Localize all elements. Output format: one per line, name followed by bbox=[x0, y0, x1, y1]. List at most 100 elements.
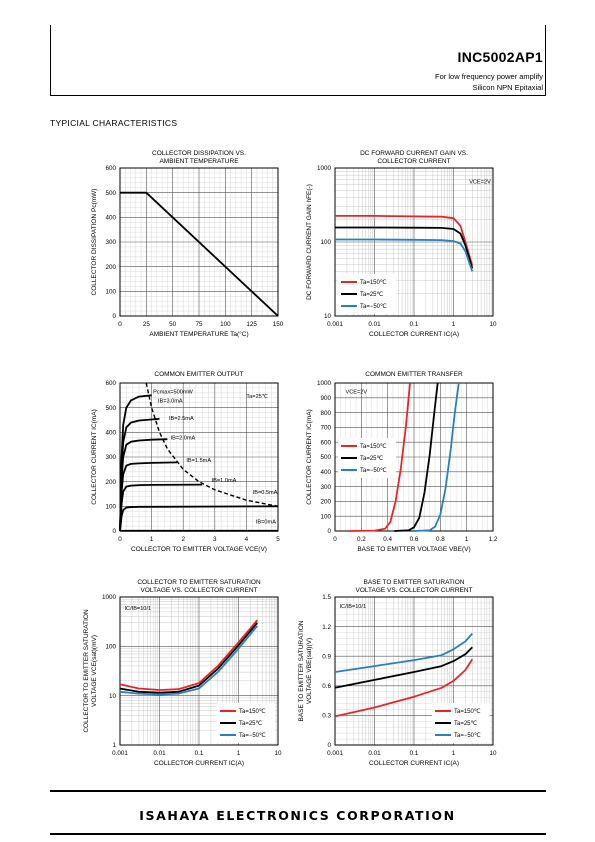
chart-annotation: IB=0mA bbox=[256, 520, 276, 526]
frame-left-line bbox=[50, 25, 51, 95]
legend-label: Ta=−50℃ bbox=[454, 733, 481, 739]
y-tick-label: 1000 bbox=[317, 380, 332, 387]
chart-annotation: IC/IB=10/1 bbox=[125, 606, 152, 612]
y-tick-label: 0 bbox=[327, 742, 331, 749]
plot-frame bbox=[334, 167, 494, 317]
x-tick-label: 0.01 bbox=[153, 750, 166, 757]
chart-annotation: IC/IB=10/1 bbox=[340, 604, 367, 610]
x-tick-label: 0.2 bbox=[357, 536, 366, 543]
legend-label: Ta=−50℃ bbox=[360, 304, 387, 310]
y-tick-label: 10 bbox=[109, 693, 117, 700]
x-tick-label: 2 bbox=[181, 536, 185, 543]
plot-frame bbox=[334, 596, 494, 746]
chart-title: BASE TO EMITTER SATURATION bbox=[363, 579, 464, 586]
y-tick-label: 100 bbox=[105, 289, 116, 296]
x-tick-label: 0 bbox=[118, 536, 122, 543]
y-tick-label: 400 bbox=[105, 215, 116, 222]
footer-top-rule bbox=[50, 790, 546, 792]
y-tick-label: 500 bbox=[320, 454, 331, 461]
y-axis-label: DC FORWARD CURRENT GAIN hFE(-) bbox=[306, 184, 313, 300]
y-tick-label: 0.9 bbox=[322, 653, 331, 660]
part-number: INC5002AP1 bbox=[457, 49, 543, 65]
chart-title: COMMON EMITTER OUTPUT bbox=[154, 371, 243, 378]
chart-annotation: VCE=2V bbox=[346, 389, 368, 395]
chart-common-emitter-transfer: 0 0.2 0.4 0.6 0.8 1 1.2 0 100 200 300 400 500 600 700 8… bbox=[306, 371, 498, 553]
y-tick-label: 300 bbox=[105, 239, 116, 246]
chart-title: COLLECTOR TO EMITTER SATURATION bbox=[137, 579, 261, 586]
x-tick-label: 0.001 bbox=[327, 321, 343, 328]
chart-title: VOLTAGE VS. COLLECTOR CURRENT bbox=[355, 587, 472, 594]
series-line bbox=[119, 622, 258, 694]
plot-frame bbox=[119, 167, 279, 317]
y-tick-label: 700 bbox=[320, 425, 331, 432]
series-line bbox=[119, 461, 177, 532]
series-line bbox=[334, 658, 474, 718]
y-tick-label: 0 bbox=[112, 528, 116, 535]
x-tick-label: 1 bbox=[452, 750, 456, 757]
y-axis-label: COLLECTOR DISSIPATION Pc(mW) bbox=[91, 189, 98, 296]
series-line bbox=[119, 483, 203, 532]
y-axis-label: VOLTAGE VCE(sat)(mV) bbox=[91, 635, 98, 707]
x-tick-label: 3 bbox=[213, 536, 217, 543]
x-tick-label: 100 bbox=[220, 321, 231, 328]
x-tick-label: 0.001 bbox=[112, 750, 128, 757]
x-axis-label: COLLECTOR CURRENT IC(A) bbox=[369, 331, 459, 338]
x-tick-label: 150 bbox=[273, 321, 284, 328]
chart-title: COLLECTOR CURRENT bbox=[377, 158, 450, 165]
y-tick-label: 1000 bbox=[317, 165, 332, 172]
y-axis-label: COLLECTOR CURRENT IC(mA) bbox=[306, 409, 313, 504]
x-tick-label: 1 bbox=[465, 536, 469, 543]
chart-common-emitter-output: 0 1 2 3 4 5 0 100 200 300 400 500 600 COMMON EMITTER … bbox=[91, 371, 280, 553]
x-tick-label: 0.4 bbox=[383, 536, 392, 543]
x-tick-label: 4 bbox=[245, 536, 249, 543]
chart-annotation: VCE=2V bbox=[469, 179, 491, 185]
x-tick-label: 0.1 bbox=[410, 321, 419, 328]
y-tick-label: 200 bbox=[105, 264, 116, 271]
y-tick-label: 400 bbox=[320, 469, 331, 476]
y-tick-label: 1000 bbox=[102, 594, 117, 601]
y-tick-label: 600 bbox=[320, 439, 331, 446]
y-tick-label: 0 bbox=[327, 528, 331, 535]
legend-label: Ta=150℃ bbox=[454, 709, 481, 715]
y-tick-label: 0 bbox=[112, 313, 116, 320]
frame-bottom-line bbox=[50, 95, 546, 96]
x-tick-label: 125 bbox=[246, 321, 257, 328]
x-tick-label: 50 bbox=[169, 321, 177, 328]
y-tick-label: 200 bbox=[320, 499, 331, 506]
y-axis-label: COLLECTOR CURRENT IC(mA) bbox=[91, 409, 98, 504]
y-axis-label: COLLECTOR TO EMITTER SATURATION bbox=[83, 609, 90, 733]
series-group bbox=[348, 382, 460, 532]
chart-annotation: Ta=25℃ bbox=[246, 394, 268, 400]
series-group bbox=[335, 215, 474, 272]
plot-frame bbox=[119, 596, 279, 746]
series-line bbox=[334, 632, 473, 673]
x-axis-label: COLLECTOR CURRENT IC(A) bbox=[154, 760, 244, 767]
x-tick-label: 1 bbox=[150, 536, 154, 543]
legend-label: Ta=150℃ bbox=[239, 709, 266, 715]
series-line bbox=[119, 625, 258, 696]
x-tick-label: 0.8 bbox=[436, 536, 445, 543]
x-tick-label: 0.6 bbox=[410, 536, 419, 543]
company-name: ISAHAYA ELECTRONICS CORPORATION bbox=[139, 808, 456, 823]
series-line bbox=[413, 382, 460, 532]
series-line bbox=[335, 238, 474, 272]
y-tick-label: 300 bbox=[105, 454, 116, 461]
y-tick-label: 300 bbox=[320, 484, 331, 491]
y-tick-label: 400 bbox=[105, 430, 116, 437]
series-line bbox=[119, 417, 160, 532]
series-line bbox=[394, 382, 439, 532]
y-tick-label: 1 bbox=[112, 742, 116, 749]
y-tick-label: 1.2 bbox=[322, 624, 331, 631]
x-tick-label: 0 bbox=[118, 321, 122, 328]
x-tick-label: 0 bbox=[333, 536, 337, 543]
chart-annotation: IB=1.5mA bbox=[186, 458, 211, 464]
legend-label: Ta=150℃ bbox=[360, 444, 387, 450]
series-line bbox=[119, 438, 168, 532]
x-tick-label: 0.01 bbox=[368, 321, 381, 328]
legend-label: Ta=25℃ bbox=[454, 721, 478, 727]
chart-title: VOLTAGE VS. COLLECTOR CURRENT bbox=[140, 587, 257, 594]
y-tick-label: 200 bbox=[105, 479, 116, 486]
x-tick-label: 75 bbox=[195, 321, 203, 328]
y-tick-label: 100 bbox=[320, 239, 331, 246]
chart-annotation: IB=3.0mA bbox=[158, 399, 183, 405]
